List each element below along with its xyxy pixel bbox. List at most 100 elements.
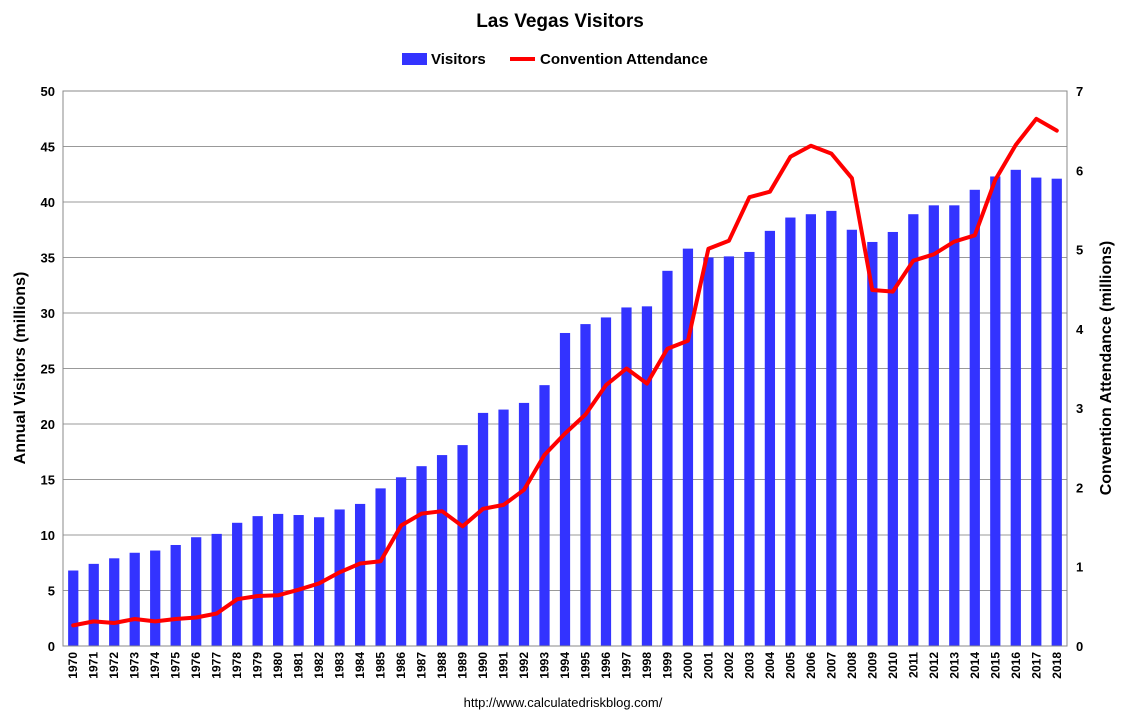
- x-tick-label: 1993: [538, 652, 552, 679]
- y-right-tick-label: 6: [1076, 163, 1083, 178]
- x-tick-label: 1980: [271, 652, 285, 679]
- visitors-bars: [68, 169, 1062, 647]
- legend: Visitors Convention Attendance: [402, 51, 708, 68]
- x-tick-label: 2015: [988, 652, 1002, 679]
- x-tick-label: 1986: [394, 652, 408, 679]
- y-left-tick-label: 45: [41, 140, 55, 155]
- bar-visitors-1981: [293, 515, 304, 646]
- x-tick-label: 1994: [558, 652, 572, 679]
- y-right-tick-label: 0: [1076, 639, 1083, 654]
- y-right-tick-label: 4: [1076, 322, 1084, 337]
- bar-visitors-2016: [1010, 169, 1021, 646]
- x-tick-label: 1992: [517, 652, 531, 679]
- bar-visitors-1970: [68, 570, 79, 646]
- left-axis-ticks: 0 5 10 15 20 25 30 35 40 45 50: [41, 84, 55, 654]
- y-right-tick-label: 2: [1076, 480, 1083, 495]
- y-left-tick-label: 20: [41, 417, 55, 432]
- x-tick-label: 2000: [681, 652, 695, 679]
- bar-visitors-1977: [211, 533, 222, 646]
- bar-visitors-2001: [703, 257, 714, 646]
- bar-visitors-2005: [785, 217, 796, 647]
- x-tick-label: 2005: [783, 652, 797, 679]
- bar-visitors-1973: [129, 552, 140, 646]
- x-tick-label: 2010: [886, 652, 900, 679]
- x-tick-label: 1996: [599, 652, 613, 679]
- plot-area: [62, 90, 1068, 647]
- right-axis-title: Convention Attendance (millions): [1098, 241, 1115, 496]
- x-tick-label: 1995: [579, 652, 593, 679]
- x-tick-label: 1989: [456, 652, 470, 679]
- x-tick-label: 1975: [169, 652, 183, 679]
- x-tick-label: 1971: [87, 652, 101, 679]
- bar-visitors-1990: [477, 412, 489, 646]
- x-tick-label: 1983: [333, 652, 347, 679]
- x-tick-label: 2008: [845, 652, 859, 679]
- bar-visitors-1972: [109, 558, 120, 646]
- x-tick-label: 1990: [476, 652, 490, 679]
- bar-visitors-2002: [723, 256, 735, 646]
- x-tick-label: 2012: [927, 652, 941, 679]
- x-tick-label: 2009: [865, 652, 879, 679]
- bar-visitors-1976: [191, 537, 202, 646]
- bar-visitors-1994: [559, 332, 571, 646]
- legend-visitors-swatch: [402, 53, 427, 65]
- x-tick-label: 1987: [415, 652, 429, 679]
- bar-visitors-1984: [354, 503, 366, 646]
- bar-visitors-2013: [949, 205, 960, 646]
- chart-title: Las Vegas Visitors: [476, 11, 644, 32]
- y-left-tick-label: 25: [41, 362, 55, 377]
- bar-visitors-1998: [641, 306, 653, 646]
- x-tick-label: 1972: [107, 652, 121, 679]
- bar-visitors-1993: [539, 385, 550, 646]
- bar-visitors-2018: [1051, 178, 1062, 646]
- x-tick-label: 1973: [128, 652, 142, 679]
- x-tick-label: 1985: [374, 652, 388, 679]
- x-tick-label: 1998: [640, 652, 654, 679]
- y-left-tick-label: 50: [41, 84, 55, 99]
- bar-visitors-2007: [826, 210, 837, 646]
- x-tick-label: 1999: [660, 652, 674, 679]
- y-right-tick-label: 7: [1076, 84, 1083, 99]
- bar-visitors-2000: [682, 248, 694, 646]
- bar-visitors-1997: [621, 307, 632, 646]
- y-left-tick-label: 35: [41, 251, 55, 266]
- x-tick-label: 2001: [701, 652, 715, 679]
- y-left-tick-label: 5: [48, 584, 55, 599]
- bar-visitors-1989: [457, 445, 468, 646]
- x-tick-label: 1977: [210, 652, 224, 679]
- x-tick-label: 1979: [251, 652, 265, 679]
- bar-visitors-1988: [436, 455, 448, 646]
- bar-visitors-2011: [908, 214, 919, 646]
- x-tick-label: 2014: [968, 652, 982, 679]
- x-tick-label: 2002: [722, 652, 736, 679]
- x-tick-label: 2007: [824, 652, 838, 679]
- legend-convention-label: Convention Attendance: [540, 51, 708, 68]
- x-tick-label: 1991: [497, 652, 511, 679]
- bar-visitors-1992: [518, 402, 530, 646]
- bar-visitors-2010: [887, 231, 898, 646]
- bar-visitors-2017: [1031, 177, 1042, 646]
- y-left-tick-label: 15: [41, 473, 55, 488]
- bar-visitors-1995: [580, 324, 591, 646]
- y-right-tick-label: 1: [1076, 560, 1083, 575]
- x-tick-label: 1981: [292, 652, 306, 679]
- bar-visitors-1996: [600, 317, 612, 646]
- x-tick-label: 1988: [435, 652, 449, 679]
- x-tick-label: 2004: [763, 652, 777, 679]
- x-tick-label: 2011: [906, 652, 920, 678]
- source-url: http://www.calculatedriskblog.com/: [464, 695, 663, 710]
- y-left-tick-label: 0: [48, 639, 55, 654]
- y-left-tick-label: 40: [41, 195, 55, 210]
- x-tick-label: 1970: [66, 652, 80, 679]
- left-axis-title: Annual Visitors (millions): [12, 272, 29, 465]
- y-left-tick-label: 30: [41, 306, 55, 321]
- x-tick-label: 1982: [312, 652, 326, 679]
- bar-visitors-1987: [416, 466, 427, 646]
- x-tick-label: 2003: [742, 652, 756, 679]
- bar-visitors-2004: [764, 230, 776, 647]
- x-tick-label: 2016: [1009, 652, 1023, 679]
- bar-visitors-1985: [375, 488, 386, 646]
- x-tick-label: 1978: [230, 652, 244, 679]
- bar-visitors-2009: [867, 241, 878, 646]
